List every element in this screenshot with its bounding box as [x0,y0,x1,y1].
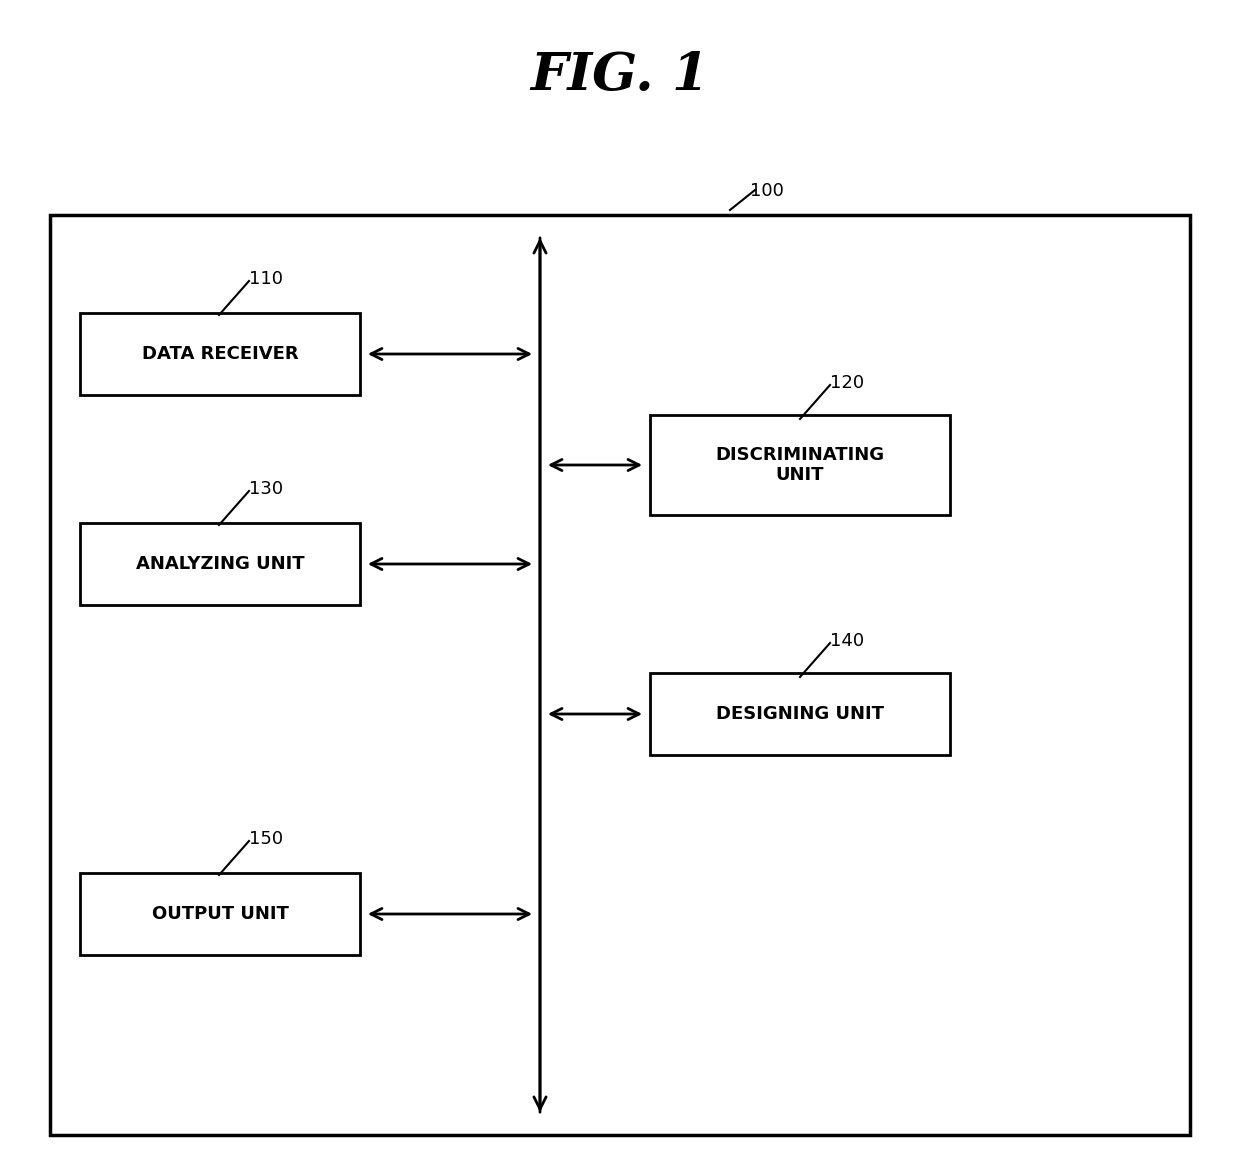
Bar [81,523,360,605]
Text: DISCRIMINATING
UNIT: DISCRIMINATING UNIT [715,445,884,485]
Text: DESIGNING UNIT: DESIGNING UNIT [715,705,884,723]
Text: FIG. 1: FIG. 1 [531,50,709,101]
Bar [650,415,950,515]
Bar [81,313,360,395]
Text: 110: 110 [249,270,283,288]
Text: ANALYZING UNIT: ANALYZING UNIT [135,555,304,573]
Text: DATA RECEIVER: DATA RECEIVER [141,345,299,363]
Text: 100: 100 [750,182,784,200]
Text: 120: 120 [830,374,864,391]
Text: 140: 140 [830,631,864,650]
Text: 150: 150 [249,829,283,848]
Bar [50,216,1190,1135]
Text: OUTPUT UNIT: OUTPUT UNIT [151,905,289,923]
Text: 130: 130 [249,480,283,497]
Bar [650,673,950,755]
Bar [81,873,360,955]
